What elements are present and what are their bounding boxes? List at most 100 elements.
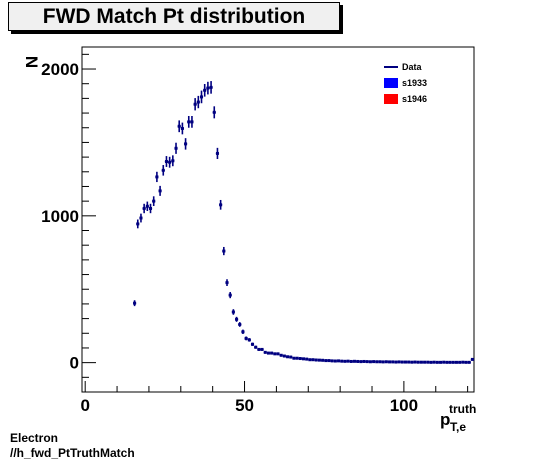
- data-point: [254, 345, 258, 349]
- data-point: [193, 98, 197, 111]
- data-point: [238, 322, 242, 327]
- y-tick-label: 2000: [41, 60, 79, 79]
- data-point: [215, 147, 220, 160]
- data-point: [273, 352, 277, 356]
- data-point: [314, 358, 318, 362]
- data-point: [346, 359, 350, 363]
- data-point: [372, 360, 376, 364]
- x-axis-label-sub: T,e: [450, 420, 466, 434]
- data-point: [442, 360, 446, 364]
- data-point: [349, 359, 353, 363]
- data-point: [164, 156, 169, 167]
- data-point: [161, 165, 165, 176]
- data-point: [384, 360, 388, 364]
- data-point: [317, 358, 322, 362]
- data-point: [305, 357, 309, 361]
- y-axis-label: N: [22, 56, 41, 68]
- data-point: [403, 360, 408, 364]
- data-point: [132, 300, 137, 307]
- data-point: [343, 359, 347, 363]
- data-point: [209, 81, 213, 94]
- data-point: [324, 359, 328, 363]
- data-point: [257, 347, 261, 351]
- legend-label: Data: [402, 62, 423, 72]
- data-point: [177, 120, 181, 133]
- data-point: [445, 360, 449, 364]
- data-point: [464, 360, 468, 364]
- data-point: [282, 354, 286, 358]
- data-point: [136, 219, 140, 229]
- data-point: [263, 350, 267, 354]
- data-point: [410, 360, 414, 364]
- data-point: [327, 359, 331, 363]
- data-point: [222, 246, 226, 256]
- data-point: [467, 360, 471, 364]
- data-point: [352, 359, 357, 363]
- data-point: [199, 90, 204, 104]
- plot-area-border: [81, 46, 475, 393]
- data-point: [340, 359, 344, 363]
- data-point: [183, 138, 188, 150]
- data-point: [387, 360, 392, 364]
- x-axis-label: p truth T,e: [440, 402, 476, 434]
- data-point: [279, 353, 283, 357]
- data-point: [394, 360, 398, 364]
- data-point: [250, 342, 255, 346]
- legend: Data s1933 s1946: [384, 62, 427, 104]
- legend-box-swatch: [384, 78, 398, 88]
- data-point: [435, 360, 439, 364]
- plot-frame: 0 1000 2000 0 50 100: [41, 46, 475, 415]
- data-point: [155, 171, 159, 183]
- data-point: [231, 309, 235, 315]
- data-point: [241, 329, 245, 335]
- data-point: [180, 122, 184, 135]
- caption-histogram-path: //h_fwd_PtTruthMatch: [10, 446, 135, 460]
- data-point: [451, 360, 455, 364]
- data-point: [429, 360, 433, 364]
- data-point: [295, 356, 299, 360]
- data-point: [260, 347, 264, 351]
- data-point: [454, 360, 459, 364]
- data-point: [266, 351, 271, 355]
- x-tick-label: 0: [80, 396, 89, 415]
- data-point: [311, 358, 315, 362]
- data-point: [407, 360, 411, 364]
- data-point: [206, 81, 210, 95]
- data-point: [219, 199, 223, 210]
- x-axis-label-main: p: [440, 410, 450, 429]
- data-point: [298, 357, 302, 361]
- data-points: [132, 81, 474, 364]
- data-point: [276, 352, 280, 356]
- legend-entry: s1933: [384, 78, 427, 88]
- data-point: [378, 360, 382, 364]
- data-point: [212, 106, 216, 119]
- data-point: [423, 360, 427, 364]
- data-point: [148, 203, 153, 214]
- legend-box-swatch: [384, 94, 398, 104]
- data-point: [397, 360, 401, 364]
- data-point: [381, 360, 385, 364]
- chart-title: FWD Match Pt distribution: [8, 2, 340, 31]
- data-point: [171, 155, 175, 167]
- y-tick-label: 1000: [41, 207, 79, 226]
- legend-label: s1933: [402, 78, 427, 88]
- data-point: [461, 360, 465, 364]
- data-point: [158, 185, 162, 196]
- x-axis-label-sup: truth: [449, 402, 476, 416]
- data-point: [139, 213, 143, 223]
- data-point: [142, 203, 146, 214]
- legend-label: s1946: [402, 94, 427, 104]
- data-point: [289, 355, 293, 359]
- data-point: [359, 360, 363, 364]
- data-point: [458, 360, 462, 364]
- data-point: [187, 116, 191, 128]
- data-point: [356, 359, 360, 363]
- data-point: [145, 201, 149, 211]
- data-point: [419, 360, 424, 364]
- data-point: [333, 359, 337, 363]
- data-point: [196, 95, 200, 109]
- data-point: [413, 360, 417, 364]
- data-point: [470, 357, 474, 361]
- y-tick-label: 0: [70, 354, 79, 373]
- caption-particle: Electron: [10, 431, 59, 445]
